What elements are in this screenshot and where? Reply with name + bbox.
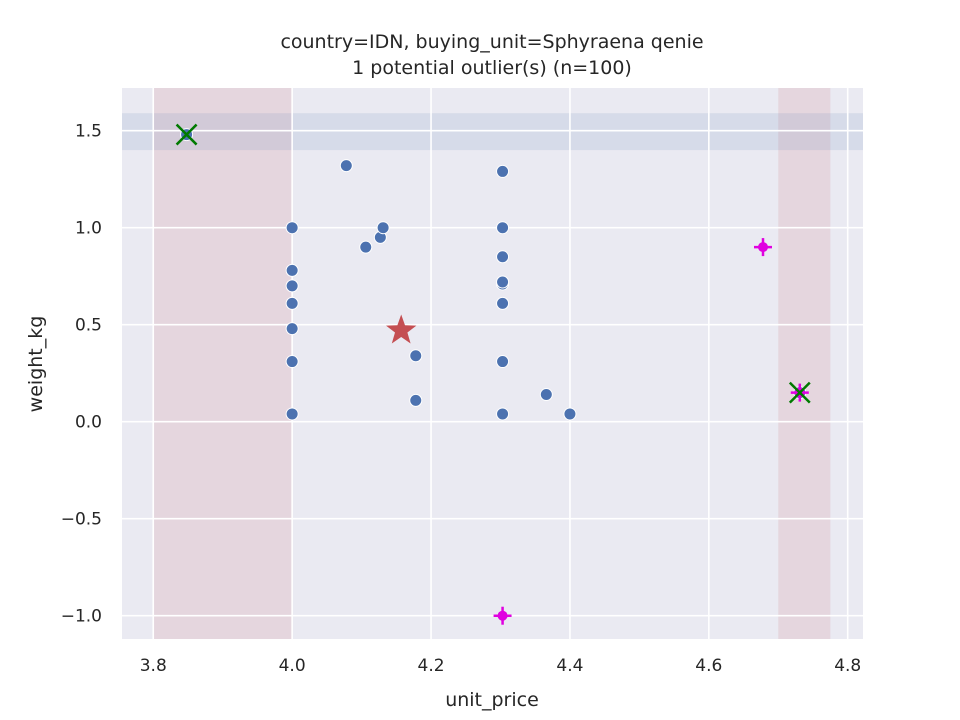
data-point — [339, 159, 353, 173]
y-tick-label: 1.0 — [75, 219, 102, 239]
data-point — [496, 407, 510, 421]
data-point — [496, 296, 510, 310]
data-point — [496, 275, 510, 289]
data-point — [359, 240, 373, 254]
x-tick-label: 4.6 — [695, 656, 722, 676]
y-axis-label: weight_kg — [25, 316, 47, 413]
data-point — [496, 221, 510, 235]
x-tick-label: 3.8 — [140, 656, 167, 676]
data-point — [285, 322, 299, 336]
data-point — [496, 250, 510, 264]
data-point — [409, 349, 423, 363]
plot-area — [122, 88, 863, 639]
y-shaded-band-1 — [122, 113, 863, 151]
flagged-plus-marker — [753, 238, 772, 257]
data-point — [285, 263, 299, 277]
data-point — [285, 355, 299, 369]
center-star-marker — [386, 314, 417, 344]
shaded-bands — [122, 88, 863, 639]
data-point — [376, 221, 390, 235]
outlier-x-marker — [175, 123, 198, 146]
x-shaded-band-2 — [778, 88, 831, 639]
chart-title: country=IDN, buying_unit=Sphyraena qenie — [280, 31, 703, 53]
data-point — [409, 393, 423, 407]
x-axis-label: unit_price — [445, 689, 539, 711]
flagged-plus-marker — [493, 606, 512, 625]
data-point — [285, 407, 299, 421]
data-point — [285, 279, 299, 293]
y-tick-label: 0.5 — [75, 316, 102, 336]
x-tick-label: 4.4 — [556, 656, 583, 676]
data-marks — [175, 123, 811, 625]
y-tick-label: 0.0 — [75, 413, 102, 433]
x-tick-label: 4.8 — [834, 656, 861, 676]
data-point — [496, 164, 510, 178]
data-point — [496, 355, 510, 369]
x-tick-label: 4.0 — [279, 656, 306, 676]
data-point — [563, 407, 577, 421]
outlier-x-marker — [788, 381, 811, 404]
y-tick-label: −1.0 — [61, 607, 102, 627]
data-point — [539, 388, 553, 402]
x-tick-labels: 3.8 4.0 4.2 4.4 4.6 4.8 — [140, 656, 862, 676]
x-tick-label: 4.2 — [418, 656, 445, 676]
chart-subtitle: 1 potential outlier(s) (n=100) — [352, 57, 632, 79]
y-tick-label: 1.5 — [75, 122, 102, 142]
y-tick-label: −0.5 — [61, 510, 102, 530]
data-point — [285, 221, 299, 235]
y-tick-labels: −1.0 −0.5 0.0 0.5 1.0 1.5 — [61, 122, 102, 627]
x-shaded-band-1 — [153, 88, 293, 639]
data-point — [285, 296, 299, 310]
